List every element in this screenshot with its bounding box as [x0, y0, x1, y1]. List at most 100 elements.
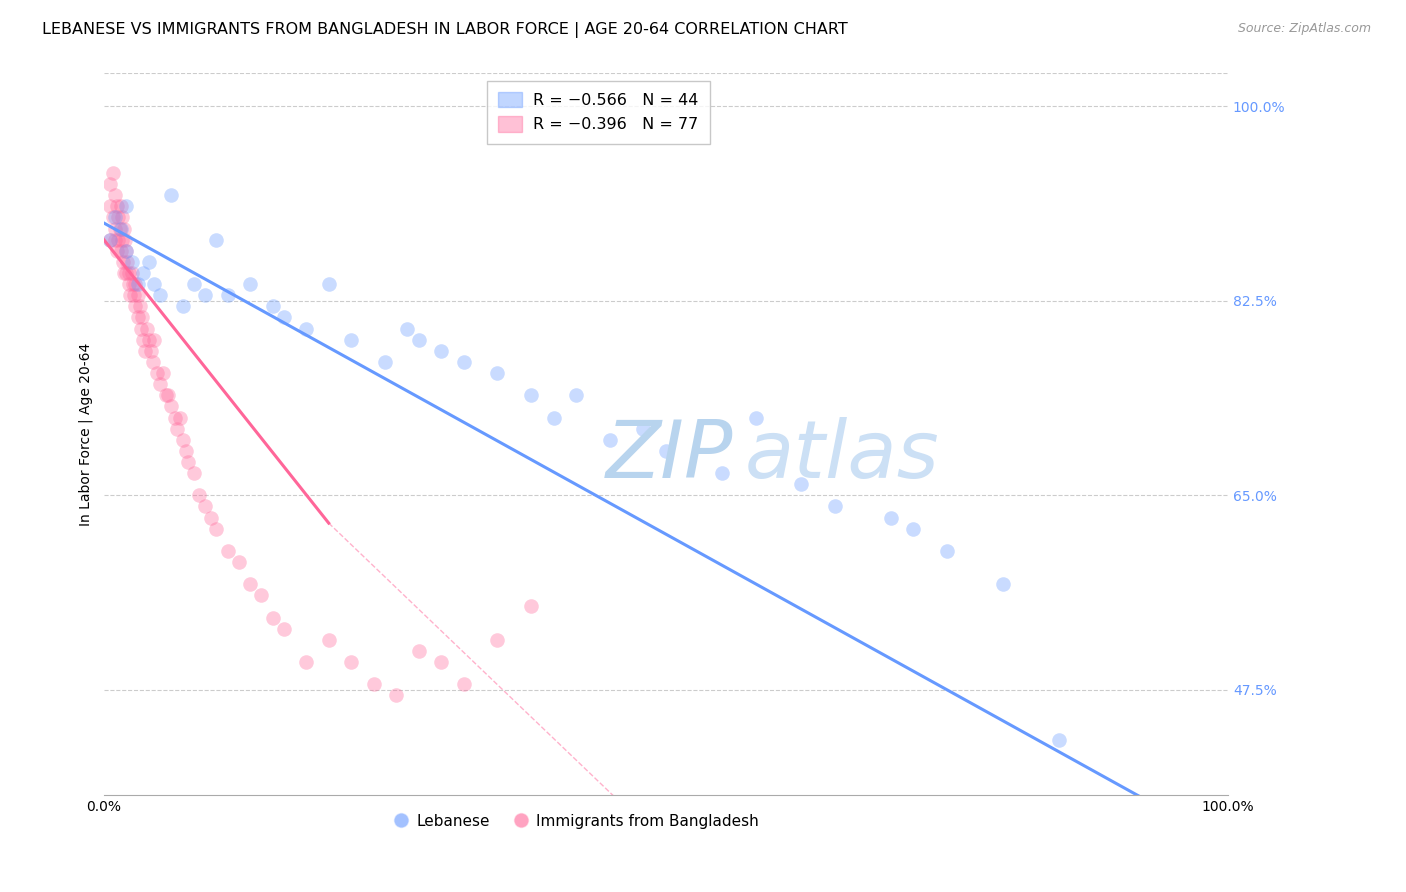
Point: [132, 333, 155, 347]
Point: [880, 510, 903, 524]
Point: [453, 677, 475, 691]
Point: [396, 321, 419, 335]
Point: [824, 500, 846, 514]
Point: [124, 277, 146, 292]
Point: [152, 366, 174, 380]
Point: [205, 233, 228, 247]
Text: Source: ZipAtlas.com: Source: ZipAtlas.com: [1237, 22, 1371, 36]
Point: [408, 333, 430, 347]
Point: [174, 443, 197, 458]
Point: [295, 321, 318, 335]
Point: [340, 655, 363, 669]
Point: [129, 321, 152, 335]
Point: [340, 333, 363, 347]
Point: [633, 422, 655, 436]
Point: [177, 455, 200, 469]
Point: [430, 343, 453, 358]
Point: [172, 299, 194, 313]
Point: [318, 277, 340, 292]
Point: [128, 299, 150, 313]
Point: [183, 277, 205, 292]
Point: [486, 632, 509, 647]
Point: [122, 277, 145, 292]
Point: [374, 355, 396, 369]
Point: [115, 199, 138, 213]
Point: [127, 277, 149, 292]
Point: [107, 211, 129, 225]
Point: [228, 555, 250, 569]
Point: [149, 288, 172, 302]
Point: [132, 266, 155, 280]
Point: [111, 211, 134, 225]
Point: [790, 477, 813, 491]
Point: [121, 255, 143, 269]
Point: [115, 244, 138, 258]
Text: LEBANESE VS IMMIGRANTS FROM BANGLADESH IN LABOR FORCE | AGE 20-64 CORRELATION CH: LEBANESE VS IMMIGRANTS FROM BANGLADESH I…: [42, 22, 848, 38]
Point: [134, 343, 156, 358]
Point: [520, 599, 543, 614]
Point: [110, 244, 132, 258]
Point: [262, 299, 284, 313]
Point: [105, 199, 128, 213]
Point: [115, 244, 138, 258]
Point: [599, 433, 621, 447]
Point: [520, 388, 543, 402]
Point: [217, 288, 239, 302]
Point: [135, 321, 157, 335]
Legend: Lebanese, Immigrants from Bangladesh: Lebanese, Immigrants from Bangladesh: [388, 807, 765, 835]
Point: [711, 466, 734, 480]
Point: [127, 310, 149, 325]
Point: [143, 277, 166, 292]
Point: [295, 655, 318, 669]
Point: [104, 211, 127, 225]
Point: [142, 355, 165, 369]
Point: [200, 510, 222, 524]
Point: [105, 244, 128, 258]
Text: atlas: atlas: [745, 417, 939, 495]
Point: [205, 522, 228, 536]
Point: [565, 388, 588, 402]
Point: [115, 266, 138, 280]
Point: [138, 255, 160, 269]
Point: [111, 255, 134, 269]
Point: [155, 388, 177, 402]
Text: ZIP: ZIP: [606, 417, 734, 495]
Point: [217, 544, 239, 558]
Point: [98, 177, 121, 191]
Point: [160, 400, 183, 414]
Point: [453, 355, 475, 369]
Point: [163, 410, 186, 425]
Point: [318, 632, 340, 647]
Point: [993, 577, 1015, 591]
Point: [239, 577, 262, 591]
Point: [156, 388, 179, 402]
Point: [112, 266, 135, 280]
Point: [408, 644, 430, 658]
Point: [111, 233, 134, 247]
Point: [166, 422, 188, 436]
Point: [118, 288, 141, 302]
Point: [239, 277, 262, 292]
Point: [101, 211, 124, 225]
Point: [98, 233, 121, 247]
Point: [188, 488, 211, 502]
Point: [936, 544, 959, 558]
Point: [138, 333, 160, 347]
Point: [194, 288, 217, 302]
Point: [745, 410, 768, 425]
Point: [112, 221, 135, 235]
Point: [903, 522, 925, 536]
Point: [430, 655, 453, 669]
Point: [124, 299, 146, 313]
Point: [121, 266, 143, 280]
Point: [98, 199, 121, 213]
Point: [108, 221, 131, 235]
Point: [114, 233, 136, 247]
Point: [143, 333, 166, 347]
Point: [110, 221, 132, 235]
Point: [363, 677, 385, 691]
Point: [160, 188, 183, 202]
Point: [273, 622, 295, 636]
Point: [110, 199, 132, 213]
Point: [139, 343, 162, 358]
